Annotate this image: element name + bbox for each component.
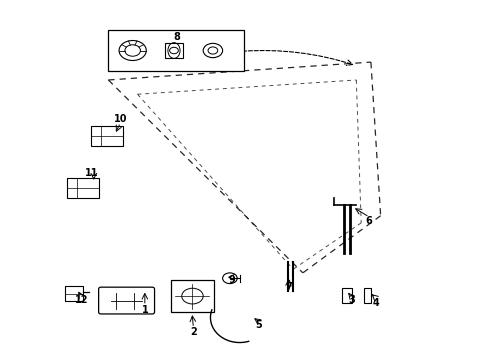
Text: 12: 12: [75, 295, 88, 305]
Text: 10: 10: [114, 114, 127, 124]
Text: 5: 5: [255, 320, 262, 330]
Text: 4: 4: [372, 298, 378, 308]
Text: 7: 7: [285, 282, 291, 292]
Text: 11: 11: [84, 168, 98, 178]
Text: 3: 3: [347, 295, 354, 305]
Text: 2: 2: [190, 327, 196, 337]
Text: 1: 1: [141, 305, 148, 315]
Bar: [170, 280, 214, 312]
Text: 6: 6: [365, 216, 371, 226]
Bar: [341, 288, 352, 303]
Bar: [67, 178, 99, 198]
Bar: [64, 287, 83, 301]
Bar: [165, 42, 183, 58]
Bar: [363, 288, 371, 303]
Text: 9: 9: [228, 275, 235, 285]
Text: 8: 8: [173, 32, 180, 42]
Bar: [91, 126, 122, 146]
Bar: [108, 30, 244, 71]
